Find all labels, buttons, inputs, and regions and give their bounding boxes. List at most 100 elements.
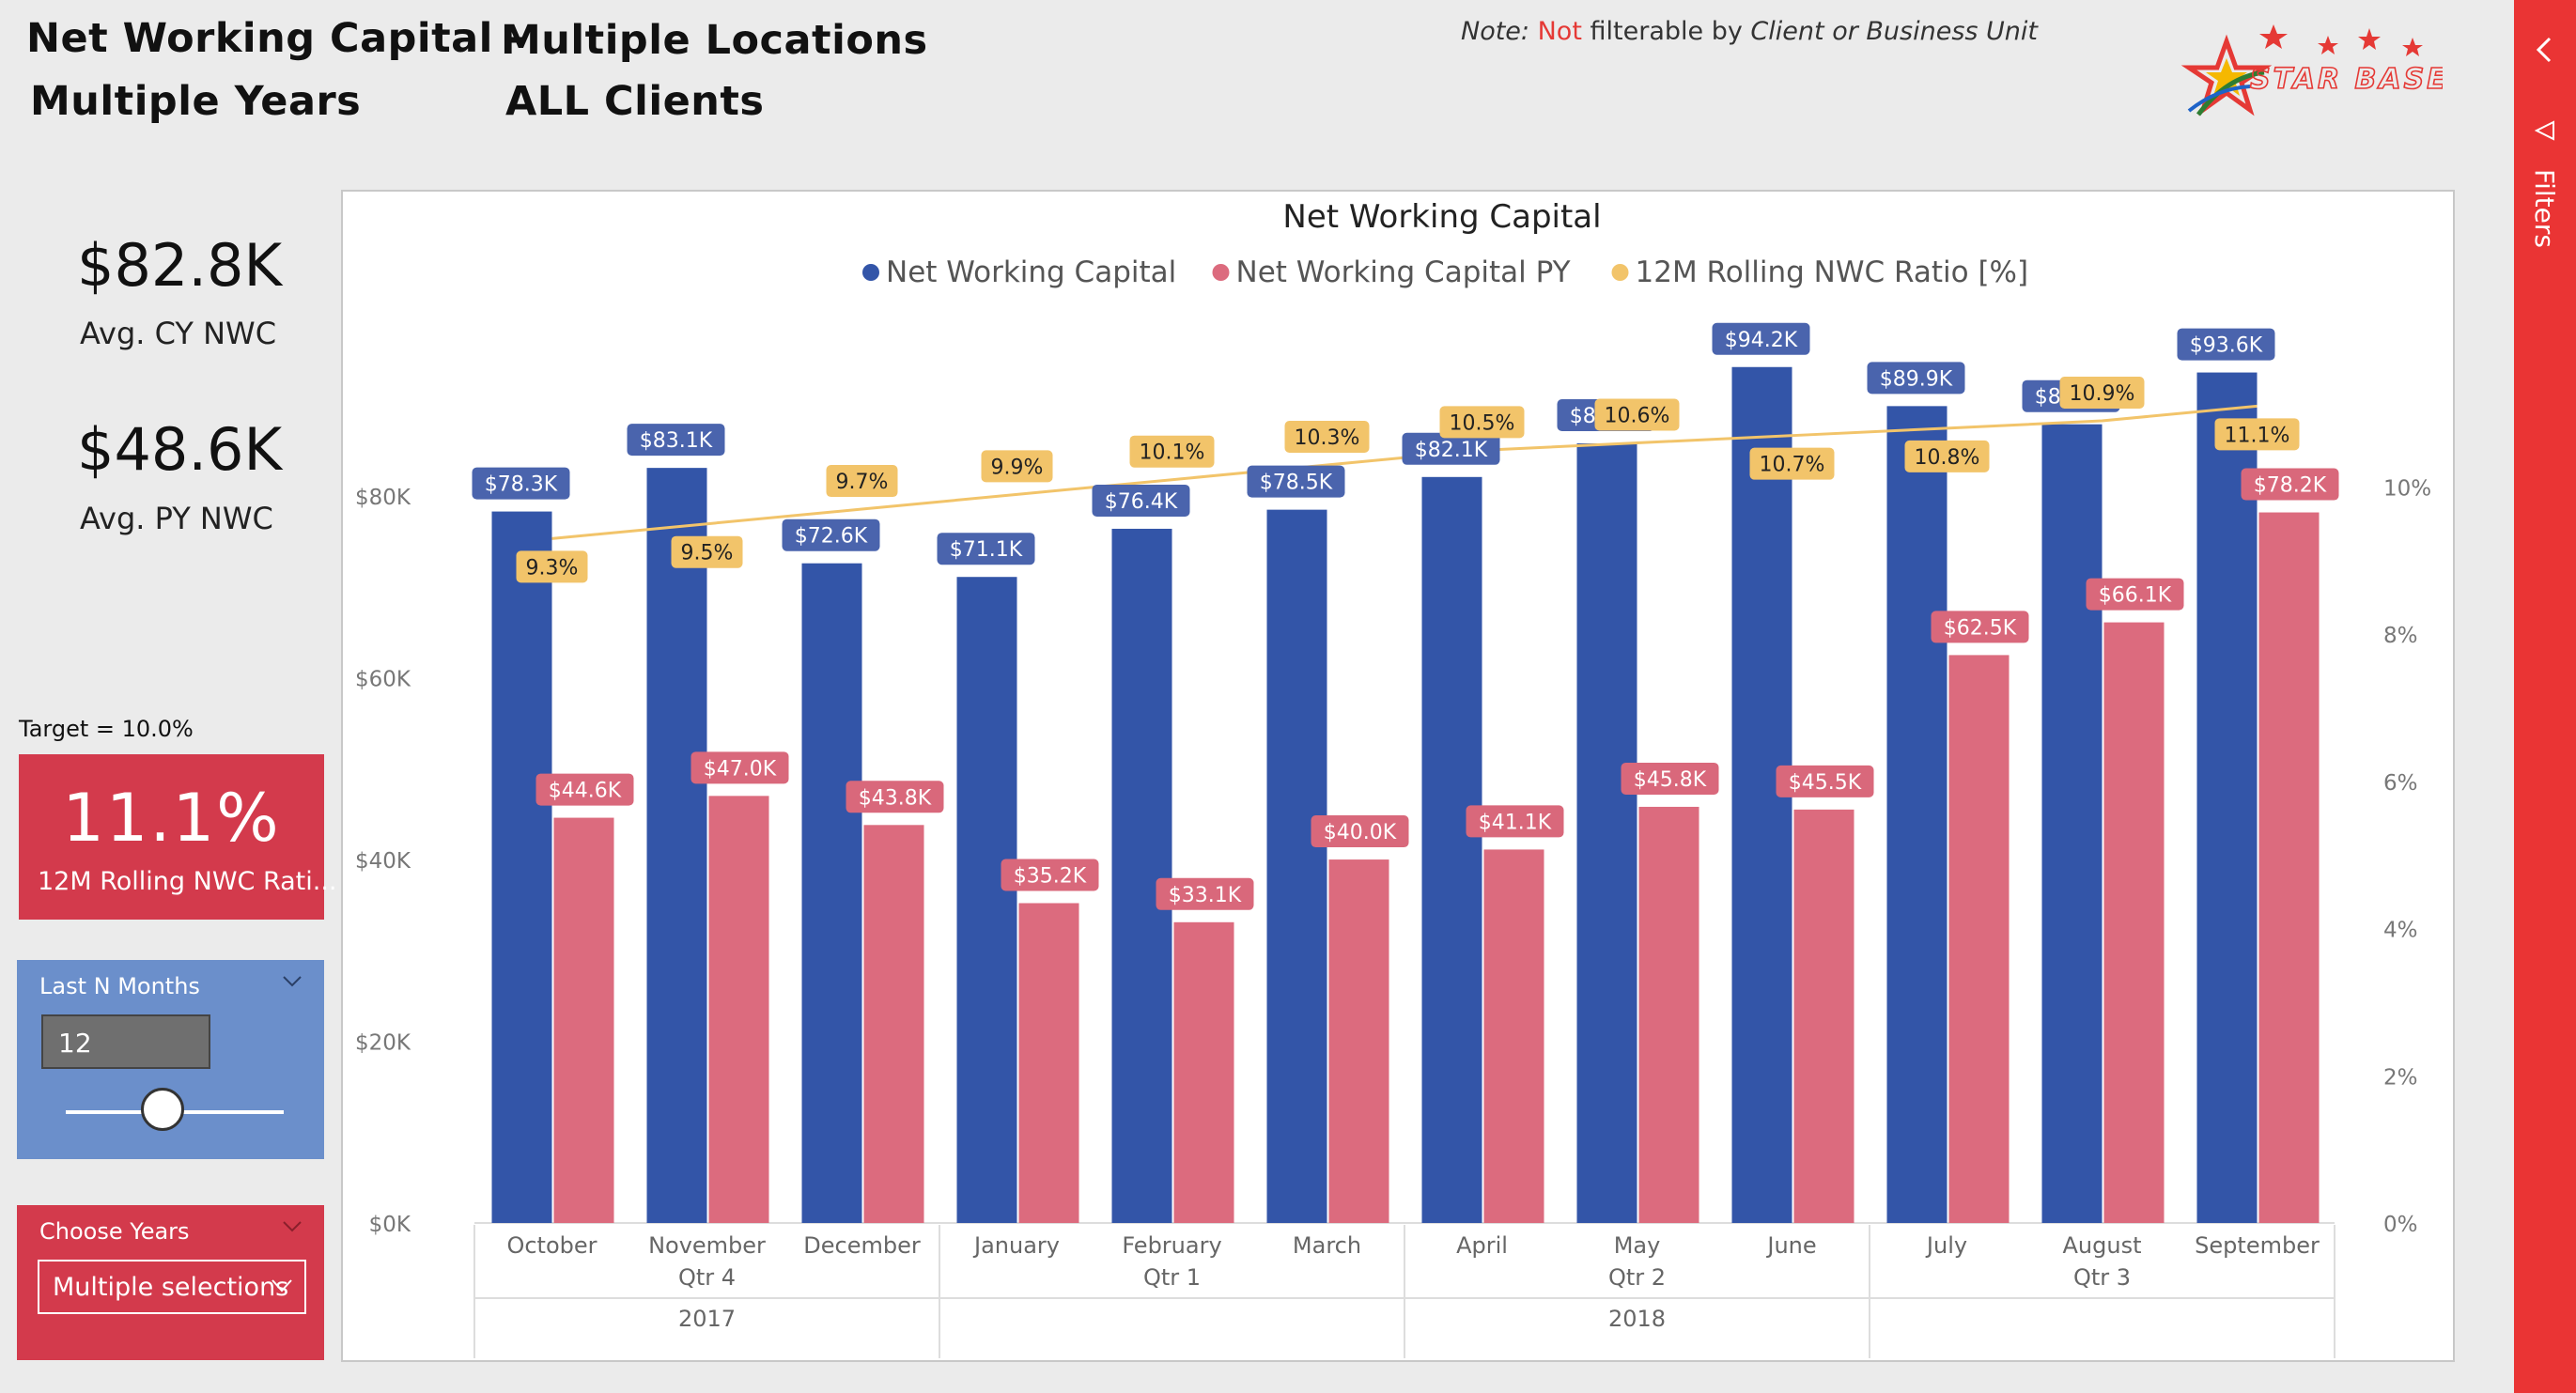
logo-swoosh-blue: [2187, 85, 2251, 113]
bar-nwc-py: [708, 796, 769, 1223]
data-label-nwc-py: $40.0K: [1324, 821, 1397, 844]
last-n-months-input[interactable]: 12: [41, 1014, 210, 1069]
data-label-nwc-py: $62.5K: [1944, 616, 2017, 640]
x-category-label: February: [1122, 1232, 1221, 1259]
bar-nwc: [2196, 372, 2258, 1224]
bar-nwc: [2041, 424, 2103, 1223]
note-mid: filterable by: [1590, 17, 1743, 46]
bar-nwc: [1266, 509, 1327, 1223]
y-left-tick-label: $80K: [355, 486, 411, 510]
filters-pane[interactable]: Filters: [2514, 0, 2576, 1393]
data-label-rolling-ratio: 10.5%: [1450, 411, 1515, 435]
last-n-months-title: Last N Months: [39, 973, 200, 999]
nwc-chart-panel[interactable]: Net Working Capital Net Working Capital Ne…: [341, 190, 2455, 1362]
note-prefix: Note:: [1461, 17, 1530, 46]
logo-star-small-1: [2259, 24, 2288, 49]
bar-nwc-py: [553, 817, 614, 1223]
y-left-tick-label: $20K: [355, 1031, 411, 1056]
filters-label[interactable]: Filters: [2529, 169, 2560, 248]
y-right-tick-label: 6%: [2383, 771, 2418, 796]
note-or: or: [1832, 17, 1858, 46]
data-label-nwc: $89.9K: [1880, 367, 1953, 391]
legend-marker-1: [1212, 264, 1230, 281]
data-label-nwc-py-bg: [535, 773, 634, 806]
chevron-down-icon[interactable]: [282, 975, 303, 988]
x-category-label: June: [1765, 1232, 1816, 1259]
bar-nwc-py: [2103, 622, 2165, 1223]
last-n-months-slicer[interactable]: Last N Months 12: [17, 960, 324, 1159]
data-label-nwc-py: $35.2K: [1014, 864, 1087, 888]
bar-nwc-py: [1328, 859, 1389, 1223]
data-label-nwc-bg: [937, 533, 1035, 565]
data-label-nwc-py: $66.1K: [2099, 584, 2172, 608]
legend-marker-2: [1611, 264, 1629, 281]
data-label-rolling-ratio-bg: [2059, 377, 2145, 410]
x-category-label: April: [1456, 1232, 1508, 1259]
target-label: Target = 10.0%: [19, 716, 194, 742]
starbase-logo: STAR BASE: [2180, 24, 2443, 116]
logo-star-small-4: [2402, 38, 2423, 56]
bar-nwc: [956, 577, 1017, 1223]
bar-nwc: [646, 468, 707, 1223]
data-label-rolling-ratio: 10.6%: [1605, 405, 1670, 428]
data-label-nwc: $94.2K: [1725, 329, 1798, 352]
page-subtitle-line1: Multiple Locations: [501, 17, 928, 64]
logo-star-small-2: [2318, 36, 2338, 54]
data-label-rolling-ratio: 9.7%: [836, 471, 889, 494]
data-label-nwc-py-bg: [846, 781, 944, 813]
data-label-nwc-bg: [1092, 484, 1190, 517]
bar-nwc: [491, 511, 552, 1223]
last-n-months-slider-handle[interactable]: [141, 1088, 184, 1131]
y-left-tick-label: $40K: [355, 849, 411, 874]
bar-nwc-py: [1483, 849, 1544, 1223]
data-label-nwc-py: $45.8K: [1634, 768, 1707, 792]
logo-star-accent: [2206, 58, 2247, 96]
logo-text: STAR BASE: [2250, 63, 2443, 96]
data-label-rolling-ratio-bg: [1439, 406, 1525, 439]
legend-label-2: 12M Rolling NWC Ratio [%]: [1636, 255, 2029, 289]
data-label-nwc: $71.1K: [950, 538, 1023, 562]
data-label-nwc-bg: [1867, 362, 1965, 395]
choose-years-slicer[interactable]: Choose Years Multiple selections: [17, 1205, 324, 1360]
line-rolling-ratio: [551, 404, 2258, 540]
x-category-label: November: [648, 1232, 766, 1259]
data-label-nwc: $78.3K: [485, 473, 558, 497]
x-category-label: July: [1925, 1232, 1967, 1259]
bar-nwc: [1576, 443, 1637, 1223]
data-label-rolling-ratio: 9.5%: [681, 542, 734, 565]
x-quarter-label: Qtr 3: [2073, 1264, 2131, 1291]
data-label-nwc-py-bg: [1001, 859, 1099, 891]
data-label-nwc-bg: [627, 424, 725, 457]
data-label-nwc-py-bg: [2086, 578, 2184, 611]
data-label-rolling-ratio-bg: [1749, 447, 1835, 480]
page-title-line1: Net Working Capital -: [26, 15, 525, 62]
note-business-unit: Business Unit: [1866, 17, 2039, 46]
data-label-nwc-py-bg: [1621, 762, 1719, 795]
page-subtitle-line2: ALL Clients: [505, 78, 765, 125]
data-label-rolling-ratio: 10.9%: [2070, 382, 2135, 406]
bar-nwc-py: [863, 825, 924, 1223]
data-label-nwc-py: $78.2K: [2254, 474, 2327, 498]
data-label-nwc-py-bg: [2241, 468, 2339, 501]
chevron-down-icon: [272, 1279, 292, 1292]
data-label-rolling-ratio-bg: [981, 450, 1053, 483]
data-label-nwc-py: $45.5K: [1789, 771, 1862, 795]
data-label-nwc-py-bg: [1931, 611, 2029, 643]
nwc-chart[interactable]: Net Working Capital Net Working Capital Ne…: [343, 192, 2453, 1360]
y-left-tick-label: $60K: [355, 668, 411, 692]
rolling-ratio-card[interactable]: 11.1% 12M Rolling NWC Rati...: [19, 754, 337, 920]
data-label-nwc: $76.4K: [1105, 490, 1178, 514]
avg-cy-nwc-value: $82.8K: [77, 231, 283, 300]
data-label-nwc: $78.5K: [1260, 472, 1333, 495]
bar-nwc-py: [1018, 903, 1079, 1223]
x-quarter-label: Qtr 1: [1143, 1264, 1201, 1291]
chevron-left-icon[interactable]: [2533, 36, 2557, 64]
x-year-label: 2017: [678, 1306, 736, 1332]
x-year-label: 2018: [1608, 1306, 1666, 1332]
bar-nwc-py: [1793, 809, 1854, 1223]
data-label-rolling-ratio-bg: [1904, 440, 1990, 472]
choose-years-dropdown[interactable]: Multiple selections: [38, 1260, 306, 1314]
chevron-down-icon[interactable]: [282, 1220, 303, 1233]
data-label-nwc-bg: [1712, 322, 1810, 355]
data-label-nwc-bg: [472, 467, 570, 500]
